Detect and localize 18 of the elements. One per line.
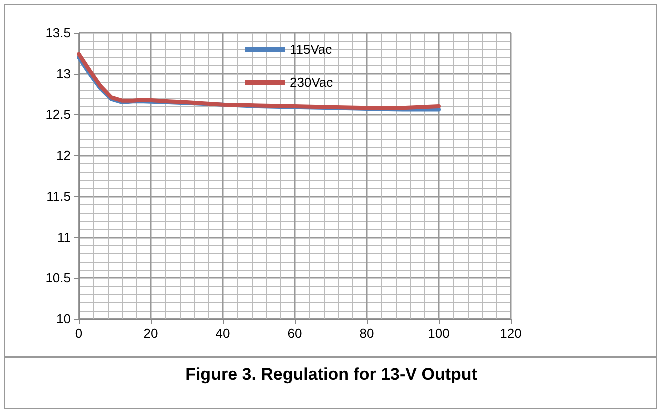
- x-tick-label: 60: [288, 326, 302, 341]
- y-tick-label: 11.5: [46, 188, 71, 204]
- y-tick-label: 11: [58, 230, 71, 245]
- legend-label: 230Vac: [290, 75, 334, 90]
- y-tick-label: 13: [56, 66, 71, 82]
- y-tick-label: 10.5: [46, 270, 71, 286]
- x-tick-label: 20: [144, 326, 158, 341]
- x-tick-label: 120: [500, 326, 522, 341]
- x-tick-label: 0: [75, 326, 83, 341]
- y-tick-label: 12: [56, 148, 71, 164]
- y-tick-label: 12.5: [46, 107, 71, 122]
- x-tick-label: 80: [360, 326, 374, 341]
- x-tick-label: 40: [216, 326, 230, 341]
- x-tick-label: 100: [428, 326, 450, 341]
- y-tick-label: 10: [56, 312, 71, 326]
- legend-label: 115Vac: [290, 42, 333, 57]
- y-tick-label: 13.5: [46, 26, 71, 40]
- text: Figure 3. Regulation for 13-V Output: [184, 365, 478, 385]
